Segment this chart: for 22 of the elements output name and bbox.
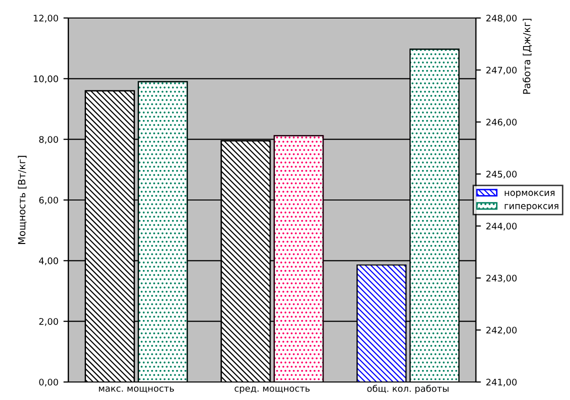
y2-tick-label: 243,00 [486,274,517,282]
y-tick-label: 6,00 [39,196,58,204]
x-tick-label: макс. мощность [98,386,174,393]
x-tick-label: сред. мощность [234,386,310,394]
y2-tick-label: 242,00 [486,326,517,334]
y-tick-label: 12,00 [34,14,58,22]
y-tick-label: 2,00 [39,318,58,326]
y2-tick-label: 248,00 [486,14,517,22]
legend-label: гипероксия [504,204,558,211]
legend-label: нормоксия [504,190,554,198]
x-tick-label: общ. кол. работы [367,384,448,394]
y-axis-title: Мощность [Вт/кг] [18,156,27,244]
y-tick-label: 4,00 [39,257,58,266]
y-tick-label: 8,00 [39,136,58,144]
y2-axis-title: Работа [Дж/кг] [522,18,532,94]
y2-tick-label: 241,00 [486,378,517,386]
y2-tick-label: 247,00 [486,66,517,74]
y2-tick-label: 245,00 [486,170,517,178]
y-tick-label: 0,00 [39,378,58,386]
y2-tick-label: 244,00 [486,222,517,230]
y-tick-label: 10,00 [34,75,58,84]
y2-tick-label: 246,00 [486,118,517,126]
